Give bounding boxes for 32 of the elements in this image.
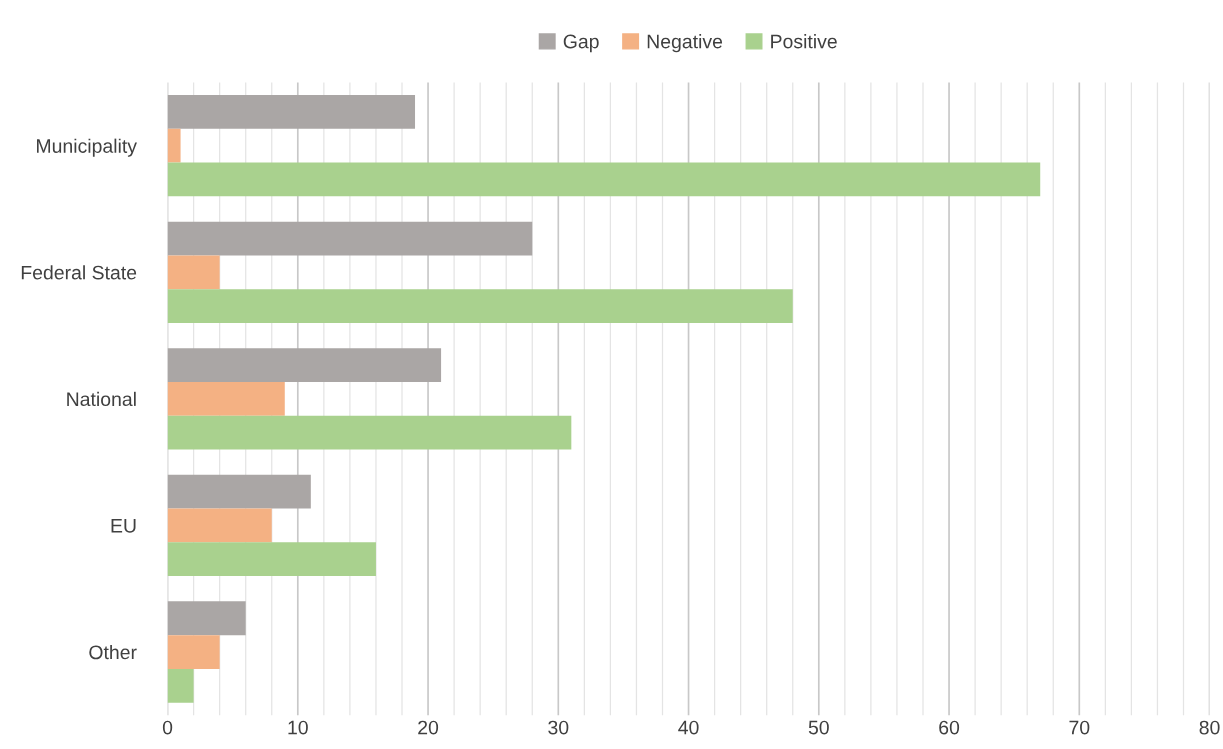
y-tick-label: Other (89, 644, 137, 660)
x-tick-label: 20 (418, 720, 439, 735)
bar (167, 348, 442, 382)
x-tick-label: 70 (1069, 720, 1090, 735)
y-tick-label: Federal State (21, 265, 137, 280)
bar (167, 668, 194, 703)
x-tick-label: 0 (162, 720, 173, 735)
x-tick-label: 60 (939, 720, 960, 735)
y-tick-label: National (67, 391, 136, 407)
x-tick-label: 30 (548, 720, 569, 735)
bar (167, 95, 416, 129)
bar (167, 128, 181, 163)
x-tick-label: 40 (678, 720, 699, 735)
bar (167, 381, 285, 416)
bar (167, 601, 246, 636)
y-tick-label: EU (111, 519, 136, 533)
bar (167, 635, 220, 669)
x-tick-label: 10 (288, 720, 308, 735)
legend-label: Negative (647, 34, 723, 53)
bar (167, 255, 220, 290)
bar (167, 162, 1041, 197)
legend-label: Positive (771, 34, 837, 49)
bar (167, 289, 793, 323)
x-tick-label: 80 (1199, 720, 1220, 735)
x-tick-label: 50 (808, 720, 829, 735)
bar (167, 508, 272, 543)
y-tick-label: Municipality (37, 138, 137, 157)
bar (167, 542, 376, 577)
bar (167, 415, 572, 450)
bar (167, 221, 533, 256)
bar (167, 474, 311, 509)
legend-label: Gap (563, 34, 599, 53)
